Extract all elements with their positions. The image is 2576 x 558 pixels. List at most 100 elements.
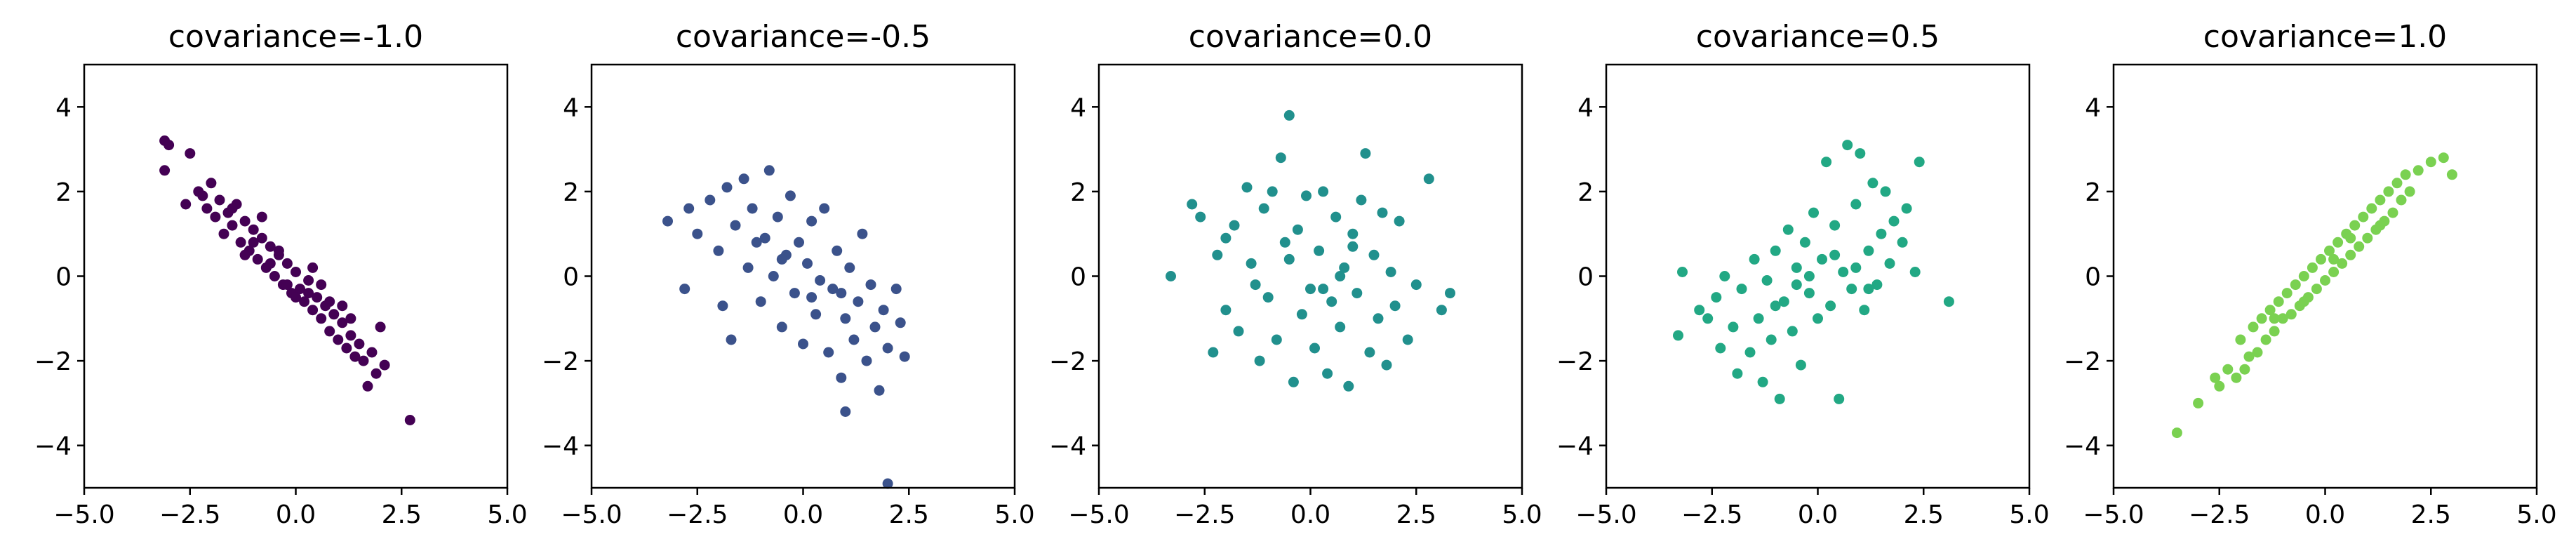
y-tick-label: −2 [1049,347,1086,376]
data-point [1808,207,1819,218]
data-point [265,258,276,269]
data-point [1343,380,1354,392]
data-point [1330,211,1342,222]
data-point [1888,215,1900,227]
data-point [2391,178,2403,189]
data-point [371,368,382,379]
data-point [1271,334,1282,345]
data-point [1766,334,1777,345]
data-point [2290,279,2301,291]
data-point [281,258,293,269]
data-point [1846,284,1857,295]
data-point [227,203,238,214]
data-point [1436,305,1447,316]
scatter-points [1673,140,1954,404]
data-point [878,305,889,316]
data-point [2252,347,2263,358]
data-point [2235,334,2246,345]
data-point [1296,309,1307,320]
data-point [755,296,766,307]
x-tick-label: 2.5 [2411,500,2451,529]
data-point [1309,343,1320,354]
data-point [806,292,817,303]
data-point [185,148,196,159]
data-point [197,190,208,201]
y-tick-label: 0 [2085,263,2101,292]
data-point [2193,397,2204,408]
data-point [354,338,365,350]
data-point [2345,232,2356,244]
data-point [328,309,340,320]
x-tick-label: −2.5 [667,500,728,529]
data-point [794,237,804,248]
data-point [836,372,847,383]
data-point [882,343,893,354]
data-point [705,194,716,206]
data-point [2248,321,2259,333]
data-point [2281,288,2293,299]
y-tick-label: 0 [1577,263,1594,292]
data-point [2243,351,2255,362]
data-point [759,232,770,244]
data-point [832,245,843,256]
data-point [1803,288,1815,299]
data-point [747,203,758,214]
data-point [776,321,787,333]
data-point [823,347,834,358]
data-point [404,415,415,425]
data-point [303,288,314,299]
data-point [836,288,847,299]
data-point [810,309,822,320]
data-point [1208,347,1219,358]
data-point [316,313,327,324]
data-point [1389,300,1401,312]
data-point [861,355,872,366]
data-point [291,292,301,303]
x-tick-label: 2.5 [889,500,929,529]
data-point [2210,372,2221,383]
data-point [683,203,695,214]
data-point [1829,249,1841,260]
x-tick-label: −2.5 [1681,500,1742,529]
data-point [1314,245,1325,256]
x-tick-label: 2.5 [1904,500,1944,529]
scatter-panel-3: −5.0 −2.5 0.0 2.5 5.0 −4 −2 0 2 4 covariance=0.0 [1049,19,1542,529]
x-tick-label: 2.5 [1396,500,1436,529]
data-point [265,241,276,252]
data-point [1817,253,1827,265]
data-point [239,215,251,227]
data-point [1884,258,1895,269]
x-tick-label: 5.0 [994,500,1034,529]
panel-title: covariance=-1.0 [168,19,423,55]
data-point [2171,427,2182,439]
data-point [2311,284,2322,295]
data-point [307,262,319,273]
data-point [2438,152,2449,164]
y-tick-label: −2 [1556,347,1594,376]
y-tick-label: 2 [2085,178,2101,207]
data-point [899,351,910,362]
data-point [349,351,361,362]
y-tick-label: 2 [1070,178,1086,207]
data-point [299,296,310,307]
scatter-panel-1: −5.0 −2.5 0.0 2.5 5.0 −4 −2 0 2 4 covariance=-1.0 [34,19,528,529]
x-tick-label: −2.5 [159,500,220,529]
data-point [2269,313,2280,324]
data-point [1943,296,1954,307]
data-point [1394,215,1405,227]
data-point [890,284,902,295]
scatter-panel-5: −5.0 −2.5 0.0 2.5 5.0 −4 −2 0 2 4 covariance=1.0 [2064,19,2557,529]
data-point [2298,296,2309,307]
data-point [1318,284,1329,295]
data-point [2375,194,2386,206]
data-point [1377,207,1388,218]
data-point [2345,249,2356,260]
data-point [366,347,378,358]
data-point [1859,305,1870,316]
y-tick-label: 4 [1577,93,1594,122]
data-point [679,284,690,295]
panel-title: covariance=0.0 [1189,19,1432,55]
data-point [1795,359,1806,371]
data-point [2316,253,2326,265]
data-point [206,178,217,189]
